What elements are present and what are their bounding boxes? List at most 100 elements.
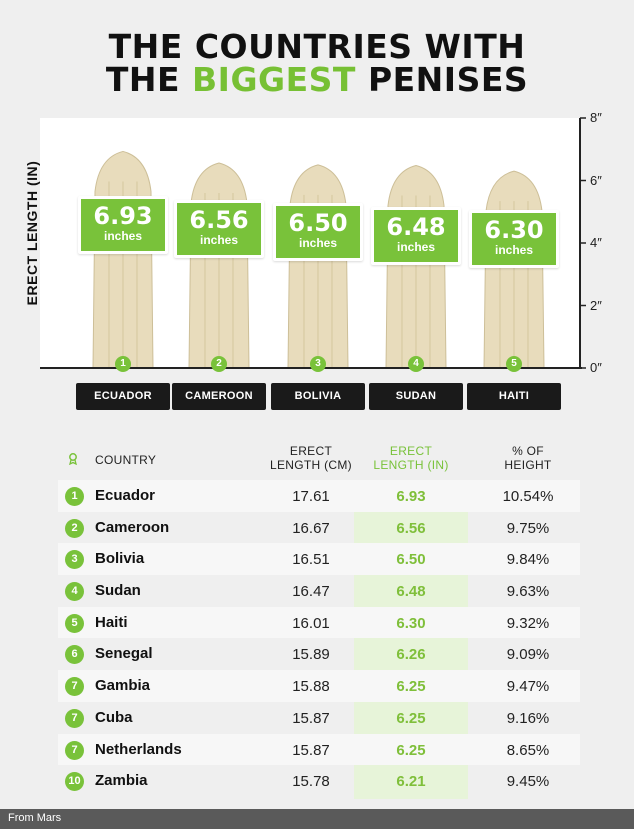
table-row: 6 Senegal 15.89 6.26 9.09% <box>58 638 580 670</box>
country-name: Gambia <box>95 677 151 695</box>
length-in: 6.93 <box>396 488 426 505</box>
length-cm: 15.87 <box>292 709 330 727</box>
percent-height: 9.84% <box>506 551 550 569</box>
country-name: Senegal <box>95 645 153 663</box>
trophy-icon <box>69 453 77 465</box>
length-in: 6.30 <box>396 614 426 632</box>
table-row: 4 Sudan 16.47 6.48 9.63% <box>58 575 580 607</box>
header-pct-line-1: % OF <box>512 444 544 458</box>
title-accent-word: BIGGEST <box>192 60 356 99</box>
table-row: 1 Ecuador 17.61 6.93 10.54% <box>58 480 580 512</box>
header-country: COUNTRY <box>95 453 157 467</box>
title-suffix: PENISES <box>355 60 529 99</box>
header-cm-line-1: ERECT <box>289 444 333 458</box>
length-cm: 16.67 <box>292 519 330 537</box>
banana-bar <box>483 170 545 369</box>
value-unit: inches <box>199 232 238 247</box>
length-in: 6.25 <box>396 678 426 696</box>
value-label: 6.30 inches <box>469 210 559 268</box>
length-in: 6.50 <box>396 551 426 569</box>
table-row: 10 Zambia 15.78 6.21 9.45% <box>58 765 580 797</box>
category-label: CAMEROON <box>172 383 266 410</box>
value-unit: inches <box>494 243 533 257</box>
value-unit: inches <box>298 236 337 250</box>
rank-badge: 2 <box>65 518 84 538</box>
length-cm: 15.78 <box>292 773 330 791</box>
country-name: Zambia <box>95 772 148 790</box>
rank-badge: 1 <box>65 487 84 506</box>
length-in: 6.21 <box>396 773 426 791</box>
length-cm: 15.87 <box>292 741 330 759</box>
length-cm: 16.51 <box>292 551 330 569</box>
table-body: 1 Ecuador 17.61 6.93 10.54% 2 Cameroon 16.67 6.5… <box>58 480 580 797</box>
header-cm-line-2: LENGTH (CM) <box>270 458 352 472</box>
length-cm: 15.88 <box>292 678 330 696</box>
header-pct-line-2: HEIGHT <box>504 458 552 472</box>
country-name: Ecuador <box>95 487 156 504</box>
value-label: 6.48 inches <box>371 206 461 265</box>
category-label: HAITI <box>467 383 561 410</box>
header-in-line-1: ERECT <box>389 444 433 458</box>
page-title-line-1: THE COUNTRIES WITH <box>108 27 526 66</box>
table-row: 7 Netherlands 15.87 6.25 8.65% <box>58 733 580 766</box>
length-cm: 17.61 <box>292 488 330 505</box>
header-length-cm: ERECT LENGTH (CM) <box>241 444 381 472</box>
category-label: BOLIVIA <box>271 383 365 410</box>
percent-height: 10.54% <box>502 488 554 505</box>
table-row: 7 Gambia 15.88 6.25 9.47% <box>58 670 580 702</box>
y-tick-label: 6″ <box>590 172 602 188</box>
value-label: 6.56 inches <box>174 199 264 258</box>
percent-height: 9.32% <box>506 614 550 632</box>
value-number: 6.56 <box>189 205 249 234</box>
value-unit: inches <box>103 229 142 243</box>
length-in: 6.25 <box>396 709 426 727</box>
country-name: Sudan <box>95 582 141 600</box>
length-in: 6.25 <box>396 741 426 759</box>
rank-badge: 6 <box>65 645 84 665</box>
table-row: 3 Bolivia 16.51 6.50 9.84% <box>58 543 580 576</box>
length-cm: 15.89 <box>292 646 330 664</box>
percent-height: 9.75% <box>506 519 550 537</box>
y-tick-label: 4″ <box>590 235 602 250</box>
rankings-table: COUNTRY ERECT LENGTH (CM) ERECT LENGTH (IN… <box>58 440 580 797</box>
y-axis-ticks <box>580 117 586 369</box>
header-length-in: ERECT LENGTH (IN) <box>354 444 468 472</box>
length-cm: 16.01 <box>292 614 330 632</box>
value-number: 6.50 <box>288 209 348 237</box>
credit-text: From Mars <box>8 812 62 824</box>
table-row: 2 Cameroon 16.67 6.56 9.75% <box>58 512 580 544</box>
percent-height: 9.45% <box>506 773 550 791</box>
rank-badge: 10 <box>65 772 84 792</box>
category-label: ECUADOR <box>76 383 170 410</box>
table-row: 7 Cuba 15.87 6.25 9.16% <box>58 702 580 734</box>
y-tick-label: 2″ <box>590 297 602 313</box>
percent-height: 8.65% <box>506 741 550 759</box>
value-number: 6.30 <box>484 216 544 244</box>
rank-dot: 4 <box>408 356 424 372</box>
length-in: 6.56 <box>396 519 426 537</box>
length-in: 6.26 <box>396 646 426 664</box>
banana-bar <box>188 162 250 369</box>
table-row: 5 Haiti 16.01 6.30 9.32% <box>58 606 580 639</box>
header-in-line-2: LENGTH (IN) <box>373 458 449 472</box>
credit-bar: From Mars <box>0 809 634 829</box>
percent-height: 9.09% <box>506 646 550 664</box>
length-in: 6.48 <box>396 583 426 601</box>
rank-dot: 3 <box>310 356 326 372</box>
country-name: Cameroon <box>95 518 170 536</box>
percent-height: 9.47% <box>506 678 550 696</box>
country-name: Bolivia <box>95 550 145 568</box>
y-axis-title: ERECT LENGTH (IN) <box>24 160 40 306</box>
rank-dot: 1 <box>115 356 131 372</box>
rank-badge: 5 <box>65 613 84 633</box>
country-name: Netherlands <box>95 740 182 758</box>
value-number: 6.93 <box>93 202 153 230</box>
banana-bar <box>385 164 447 369</box>
title-prefix: THE <box>105 60 193 99</box>
rank-badge: 7 <box>65 677 84 697</box>
banana-bar <box>287 164 349 369</box>
value-number: 6.48 <box>386 212 446 241</box>
rank-dot: 5 <box>506 356 522 372</box>
country-name: Haiti <box>95 613 128 631</box>
percent-height: 9.63% <box>506 583 550 601</box>
